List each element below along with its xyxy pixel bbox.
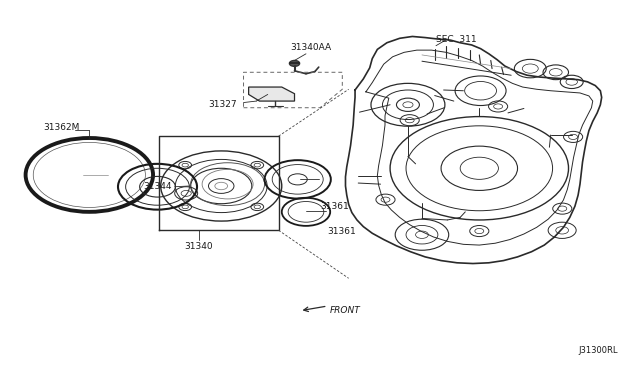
Text: 31327: 31327 <box>209 100 237 109</box>
Text: 31340AA: 31340AA <box>290 44 331 52</box>
Text: J31300RL: J31300RL <box>579 346 618 355</box>
Text: 31340: 31340 <box>184 242 213 251</box>
Text: 31344: 31344 <box>143 182 172 191</box>
Text: 31361: 31361 <box>320 202 349 211</box>
Circle shape <box>289 61 300 66</box>
Polygon shape <box>248 87 294 101</box>
Text: SEC. 311: SEC. 311 <box>436 35 477 44</box>
Text: FRONT: FRONT <box>330 306 361 315</box>
Text: 31362M: 31362M <box>43 123 79 132</box>
Text: 31361: 31361 <box>328 227 356 235</box>
